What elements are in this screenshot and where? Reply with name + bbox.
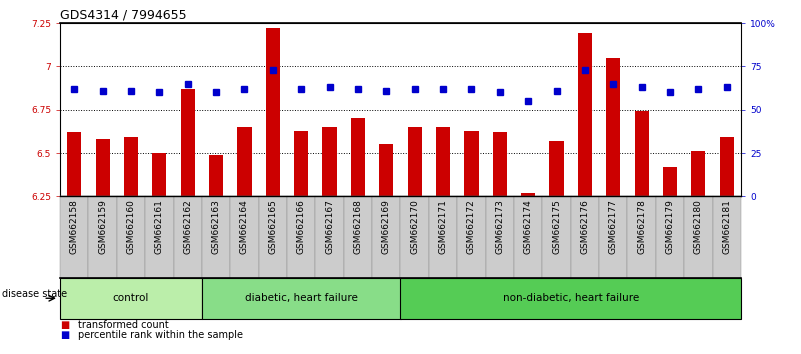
Bar	[436, 127, 450, 196]
Text: GSM662176: GSM662176	[581, 199, 590, 254]
Bar	[400, 278, 741, 319]
Text: transformed count: transformed count	[78, 320, 168, 330]
Bar	[202, 196, 231, 278]
Bar	[599, 196, 627, 278]
Bar	[316, 196, 344, 278]
Bar	[60, 196, 88, 278]
Text: GSM662164: GSM662164	[240, 199, 249, 254]
Text: GSM662165: GSM662165	[268, 199, 277, 254]
Text: GSM662177: GSM662177	[609, 199, 618, 254]
Bar	[294, 131, 308, 196]
Bar	[691, 152, 706, 196]
Text: GSM662173: GSM662173	[495, 199, 505, 254]
Text: GDS4314 / 7994655: GDS4314 / 7994655	[60, 9, 187, 22]
Bar	[485, 196, 514, 278]
Bar	[457, 196, 485, 278]
Text: GSM662158: GSM662158	[70, 199, 78, 254]
Bar	[542, 196, 570, 278]
Text: ■: ■	[60, 330, 70, 339]
Bar	[400, 196, 429, 278]
Text: GSM662159: GSM662159	[99, 199, 107, 254]
Bar	[429, 196, 457, 278]
Text: GSM662171: GSM662171	[439, 199, 448, 254]
Text: GSM662166: GSM662166	[296, 199, 306, 254]
Bar	[606, 58, 620, 196]
Bar	[578, 33, 592, 196]
Bar	[344, 196, 372, 278]
Bar	[663, 167, 677, 196]
Bar	[684, 196, 713, 278]
Bar	[493, 132, 507, 196]
Bar	[713, 196, 741, 278]
Bar	[231, 196, 259, 278]
Bar	[67, 132, 82, 196]
Bar	[174, 196, 202, 278]
Bar	[323, 127, 336, 196]
Text: GSM662172: GSM662172	[467, 199, 476, 254]
Bar	[287, 196, 316, 278]
Text: GSM662167: GSM662167	[325, 199, 334, 254]
Bar	[719, 137, 734, 196]
Text: GSM662180: GSM662180	[694, 199, 702, 254]
Text: GSM662175: GSM662175	[552, 199, 561, 254]
Text: control: control	[113, 293, 149, 303]
Bar	[202, 278, 400, 319]
Bar	[514, 196, 542, 278]
Bar	[117, 196, 145, 278]
Text: GSM662163: GSM662163	[211, 199, 220, 254]
Bar	[237, 127, 252, 196]
Text: GSM662169: GSM662169	[382, 199, 391, 254]
Text: GSM662160: GSM662160	[127, 199, 135, 254]
Bar	[351, 118, 365, 196]
Text: diabetic, heart failure: diabetic, heart failure	[245, 293, 358, 303]
Bar	[408, 127, 422, 196]
Text: GSM662174: GSM662174	[524, 199, 533, 254]
Bar	[627, 196, 656, 278]
Text: GSM662168: GSM662168	[353, 199, 362, 254]
Text: non-diabetic, heart failure: non-diabetic, heart failure	[502, 293, 639, 303]
Text: GSM662161: GSM662161	[155, 199, 164, 254]
Bar	[60, 278, 202, 319]
Text: ■: ■	[60, 320, 70, 330]
Bar	[181, 89, 195, 196]
Text: GSM662179: GSM662179	[666, 199, 674, 254]
Bar	[124, 137, 138, 196]
Bar	[152, 153, 167, 196]
Bar	[259, 196, 287, 278]
Bar	[95, 139, 110, 196]
Bar	[549, 141, 564, 196]
Bar	[88, 196, 117, 278]
Bar	[521, 193, 535, 196]
Bar	[266, 28, 280, 196]
Bar	[379, 144, 393, 196]
Bar	[209, 155, 223, 196]
Bar	[465, 131, 478, 196]
Bar	[656, 196, 684, 278]
Text: GSM662181: GSM662181	[723, 199, 731, 254]
Bar	[372, 196, 400, 278]
Bar	[145, 196, 174, 278]
Bar	[634, 112, 649, 196]
Text: GSM662162: GSM662162	[183, 199, 192, 254]
Text: disease state: disease state	[2, 290, 66, 299]
Text: GSM662170: GSM662170	[410, 199, 419, 254]
Text: percentile rank within the sample: percentile rank within the sample	[78, 330, 243, 339]
Text: GSM662178: GSM662178	[637, 199, 646, 254]
Bar	[570, 196, 599, 278]
